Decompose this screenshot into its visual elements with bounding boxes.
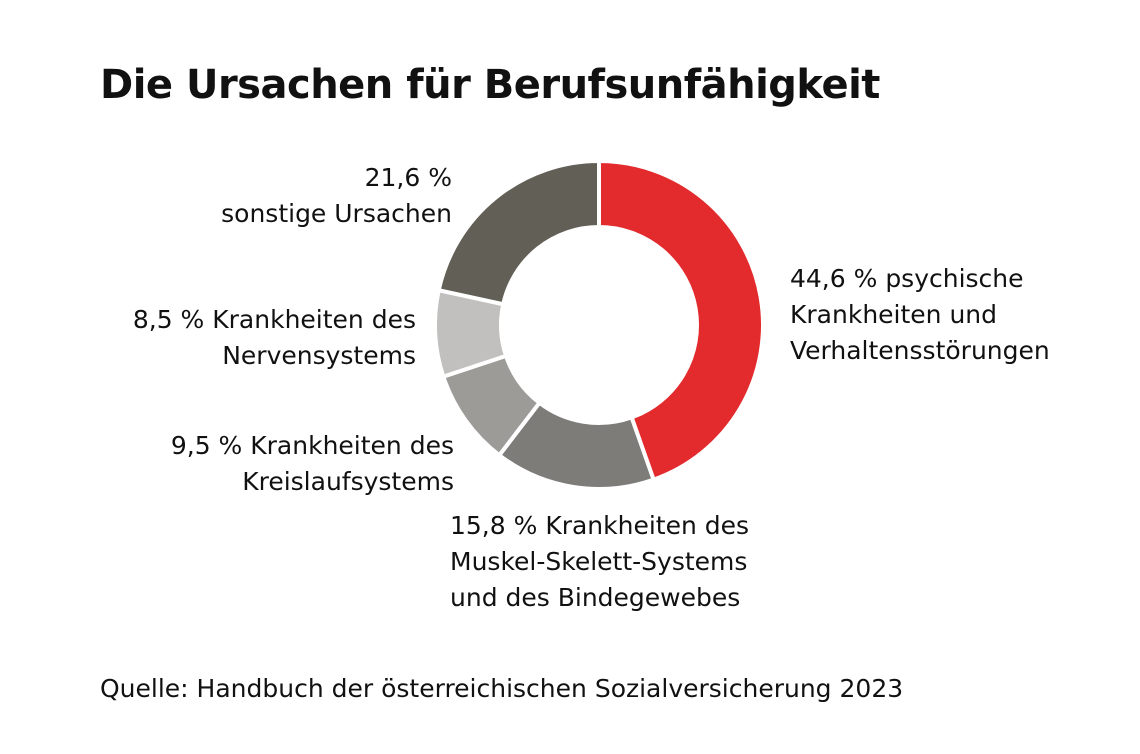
slice-label-line: Krankheiten und <box>790 300 998 329</box>
chart-title: Die Ursachen für Berufsunfähigkeit <box>100 62 880 108</box>
slice-label-line: 21,6 % <box>364 163 452 192</box>
slice-label-line: Kreislaufsystems <box>242 467 454 496</box>
slice-mental-disorders <box>597 158 765 483</box>
slice-label-line: Nervensystems <box>222 341 416 370</box>
slice-label-line: sonstige Ursachen <box>221 199 452 228</box>
slice-label-other-causes: 21,6 % sonstige Ursachen <box>221 160 452 232</box>
slice-label-line: und des Bindegewebes <box>450 583 741 612</box>
slice-label-circulatory: 9,5 % Krankheiten des Kreislaufsystems <box>171 428 454 500</box>
slice-label-line: 8,5 % Krankheiten des <box>132 305 416 334</box>
slice-label-mental-disorders: 44,6 % psychische Krankheiten und Verhal… <box>790 261 1050 369</box>
slice-label-line: 44,6 % psychische <box>790 264 1024 293</box>
slice-label-musculoskeletal: 15,8 % Krankheiten des Muskel-Skelett-Sy… <box>450 508 749 616</box>
slice-label-line: 9,5 % Krankheiten des <box>170 431 454 460</box>
slice-label-nervous-system: 8,5 % Krankheiten des Nervensystems <box>133 302 416 374</box>
slice-label-line: Muskel-Skelett-Systems <box>450 547 748 576</box>
slice-label-line: 15,8 % Krankheiten des <box>450 511 750 540</box>
slice-label-line: Verhaltensstörungen <box>790 336 1050 365</box>
source-note: Quelle: Handbuch der österreichischen So… <box>100 674 904 703</box>
slice-other-causes <box>436 158 601 307</box>
